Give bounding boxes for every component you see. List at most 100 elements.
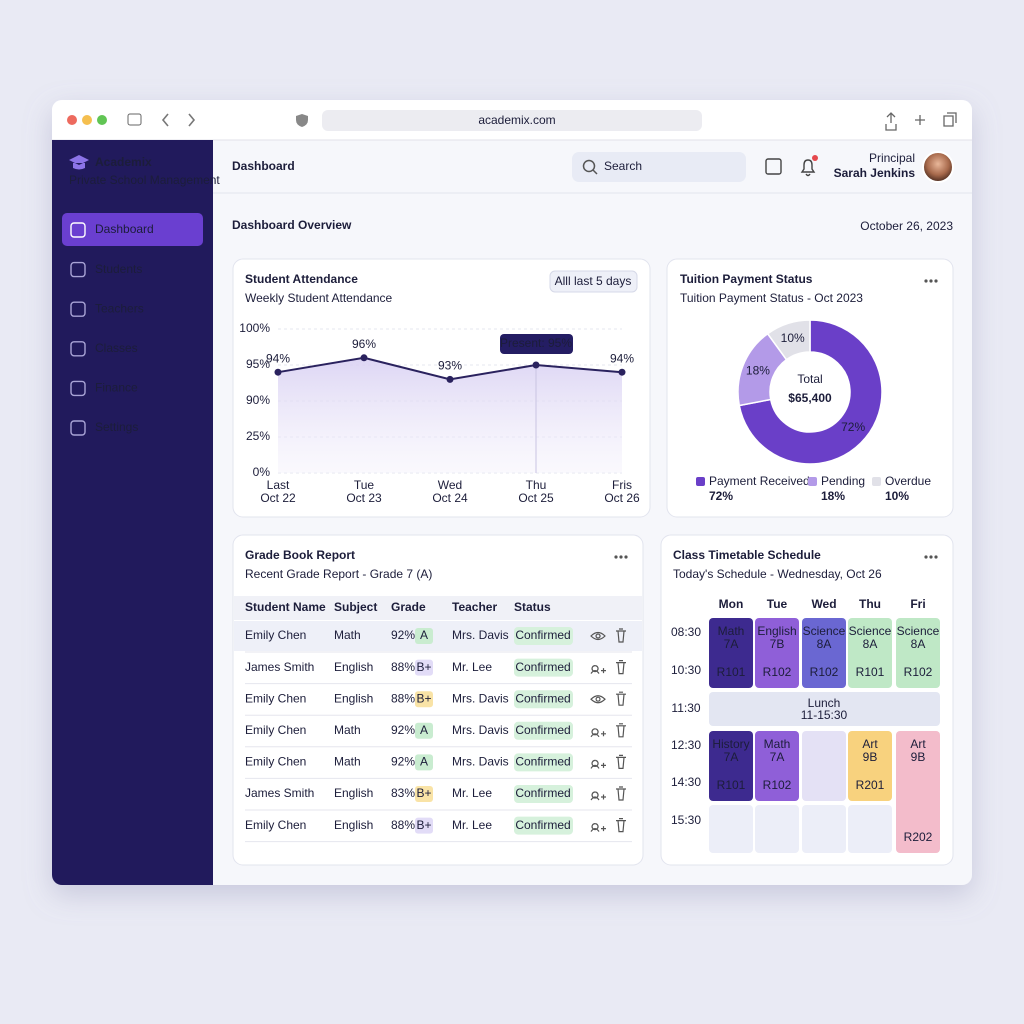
legend-value: 72% xyxy=(709,489,733,503)
grade-badge xyxy=(415,628,433,644)
table-row[interactable]: Emily Chen Math 92% A Mrs. Davis Confirmed xyxy=(245,721,632,748)
card xyxy=(666,258,954,518)
block xyxy=(755,731,799,801)
delete-icon[interactable] xyxy=(616,723,626,738)
delete-icon[interactable] xyxy=(616,628,626,643)
grade: B+ xyxy=(416,818,431,832)
max-dot[interactable] xyxy=(97,115,107,125)
nav-item[interactable]: Dashboard xyxy=(62,213,203,246)
min-dot[interactable] xyxy=(82,115,92,125)
search-box[interactable] xyxy=(572,152,746,182)
assign-icon[interactable] xyxy=(590,823,606,832)
assign-icon[interactable] xyxy=(590,665,606,674)
point xyxy=(360,354,368,362)
filter-button[interactable] xyxy=(549,270,638,293)
delete-icon[interactable] xyxy=(616,786,626,801)
block-text: 8A xyxy=(817,637,832,651)
content: Student Attendance Weekly Student Attenda… xyxy=(234,270,940,853)
role: Principal xyxy=(869,151,915,165)
card-title: Tuition Payment Status xyxy=(680,272,813,286)
nav-item[interactable]: Students xyxy=(70,262,142,278)
status-badge xyxy=(514,785,573,803)
grade: A xyxy=(420,628,428,642)
table-row[interactable]: Emily Chen Math 92% A Mrs. Davis Confirmed xyxy=(234,621,642,653)
block-text: 7B xyxy=(770,637,785,651)
delete-icon[interactable] xyxy=(616,660,626,675)
block xyxy=(896,618,940,688)
status-badge xyxy=(514,658,573,677)
point xyxy=(618,368,626,376)
table-row[interactable]: Emily Chen English 88% B+ Mr. Lee Confirmed xyxy=(245,816,632,843)
block xyxy=(896,731,940,853)
block xyxy=(848,731,892,801)
grade: B+ xyxy=(416,660,431,674)
status-badge xyxy=(514,627,573,645)
calendar-icon[interactable] xyxy=(765,158,782,175)
more-dot[interactable] xyxy=(934,279,938,283)
more-dot[interactable] xyxy=(929,555,933,559)
url-bar[interactable] xyxy=(322,110,702,131)
avatar[interactable] xyxy=(922,151,954,183)
cell: English xyxy=(334,660,373,674)
more-dot[interactable] xyxy=(619,555,623,559)
view-icon[interactable] xyxy=(590,695,606,704)
close-dot[interactable] xyxy=(67,115,77,125)
assign-icon[interactable] xyxy=(590,791,606,801)
assign-icon[interactable] xyxy=(590,728,606,738)
nav-item[interactable]: Classes xyxy=(70,341,138,357)
status: Confirmed xyxy=(515,818,570,832)
nav-icon xyxy=(70,301,86,317)
center-label: Total xyxy=(797,372,822,386)
assign-icon[interactable] xyxy=(590,759,606,769)
browser-actions[interactable] xyxy=(885,112,957,131)
x-tick-date: Oct 25 xyxy=(518,491,554,505)
nav-item[interactable]: Settings xyxy=(70,420,138,436)
more-dot[interactable] xyxy=(924,279,928,283)
bell-icon[interactable] xyxy=(800,159,816,177)
table-row[interactable]: Emily Chen Math 92% A Mrs. Davis Confirmed xyxy=(245,753,632,779)
card-subtitle: Tuition Payment Status - Oct 2023 xyxy=(680,291,863,305)
table-row[interactable]: James Smith English 88% B+ Mr. Lee Confirmed xyxy=(245,658,632,685)
nav-icon xyxy=(70,420,86,436)
sidebar-icon[interactable] xyxy=(127,113,142,126)
grade: A xyxy=(420,723,428,737)
delete-icon[interactable] xyxy=(616,754,626,769)
card-title: Grade Book Report xyxy=(245,548,355,562)
time: 12:30 xyxy=(671,738,701,752)
nav-label: Classes xyxy=(95,341,138,355)
y-tick-label: 0% xyxy=(253,465,271,479)
table-row[interactable]: Emily Chen English 88% B+ Mrs. Davis Confirme… xyxy=(245,690,632,716)
room: R102 xyxy=(810,665,839,679)
block-text: English xyxy=(757,624,796,638)
more-dot[interactable] xyxy=(924,555,928,559)
nav-arrows[interactable] xyxy=(161,113,196,127)
grade-badge xyxy=(415,722,433,739)
nav-item[interactable]: Finance xyxy=(70,381,138,397)
delete-icon[interactable] xyxy=(616,818,626,833)
status-badge xyxy=(514,690,573,709)
cell: 83% xyxy=(391,786,415,800)
more-dot[interactable] xyxy=(614,555,618,559)
view-icon[interactable] xyxy=(590,631,606,641)
nav-item[interactable]: Teachers xyxy=(70,301,144,317)
table-row[interactable]: James Smith English 83% B+ Mr. Lee Confirmed xyxy=(245,785,632,811)
filter-label: Alll last 5 days xyxy=(555,274,632,288)
slice xyxy=(766,319,811,361)
delete-icon[interactable] xyxy=(616,691,626,706)
more-dot[interactable] xyxy=(929,279,933,283)
more-dot[interactable] xyxy=(624,555,628,559)
lunch-block xyxy=(709,692,940,726)
more-dot[interactable] xyxy=(934,555,938,559)
cell: Emily Chen xyxy=(245,691,306,705)
room: R202 xyxy=(904,830,933,844)
